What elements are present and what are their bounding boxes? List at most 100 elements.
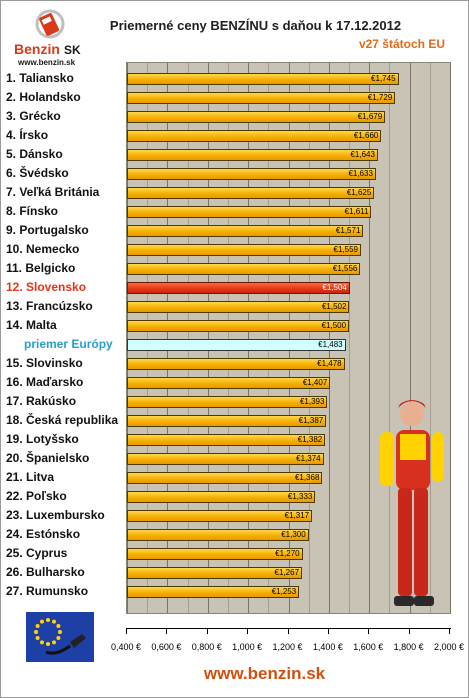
bar bbox=[127, 92, 396, 104]
bar-value-label: €1,387 bbox=[298, 416, 324, 425]
gridline-minor bbox=[227, 63, 229, 613]
bar bbox=[127, 567, 303, 579]
category-label: 20. Španielsko bbox=[6, 451, 90, 465]
x-tick-label: 1,200 € bbox=[272, 642, 303, 652]
bar bbox=[127, 168, 376, 180]
category-label: 26. Bulharsko bbox=[6, 565, 85, 579]
mechanic-figure bbox=[380, 400, 444, 606]
category-label: 16. Maďarsko bbox=[6, 375, 84, 389]
category-label: 17. Rakúsko bbox=[6, 394, 77, 408]
x-tick-label: 0,600 € bbox=[151, 642, 182, 652]
category-label: 25. Cyprus bbox=[6, 546, 68, 560]
bar bbox=[127, 510, 313, 522]
chart-title-text: Priemerné ceny BENZÍNU s daňou k 17.12.2… bbox=[109, 18, 402, 33]
category-label: 9. Portugalsko bbox=[6, 223, 89, 237]
tick-mark bbox=[408, 628, 410, 634]
x-tick-label: 0,400 € bbox=[110, 642, 142, 652]
category-label: 13. Francúzsko bbox=[6, 299, 93, 313]
x-tick-label: 1,600 € bbox=[353, 642, 384, 652]
category-label: 15. Slovinsko bbox=[6, 356, 83, 370]
eu-flag-nozzle-icon bbox=[26, 612, 94, 662]
eu-star-icon bbox=[56, 636, 61, 640]
gridline bbox=[207, 63, 209, 613]
x-tick-label: 1,800 € bbox=[393, 642, 424, 652]
bar bbox=[127, 263, 361, 275]
gridline bbox=[328, 63, 330, 613]
bar-value-label: €1,571 bbox=[335, 226, 361, 235]
gridline bbox=[288, 63, 290, 613]
bar-value-label: €1,407 bbox=[302, 378, 328, 387]
category-label: 27. Rumunsko bbox=[6, 584, 89, 598]
gridline-minor bbox=[389, 63, 391, 613]
category-label: priemer Európy bbox=[24, 337, 113, 351]
category-label: 11. Belgicko bbox=[6, 261, 76, 275]
eu-star-icon bbox=[46, 642, 50, 646]
logo-url: www.benzin.sk bbox=[17, 58, 76, 67]
bar bbox=[127, 415, 327, 427]
chart-title: Priemerné ceny BENZÍNU s daňou k 17.12.2… bbox=[0, 18, 469, 33]
logo-brand: Benzin bbox=[14, 41, 60, 57]
bar-value-label: €1,633 bbox=[348, 169, 373, 178]
fuel-pump-icon bbox=[35, 9, 65, 39]
category-label: 10. Nemecko bbox=[6, 242, 80, 256]
bar bbox=[127, 73, 399, 85]
bar-highlight bbox=[127, 282, 350, 294]
bar bbox=[127, 111, 386, 123]
eu-star-icon bbox=[40, 619, 44, 624]
bar-value-label: €1,270 bbox=[275, 549, 300, 558]
plot-area: €1,745 €1,729 €1,679 €1,660 €1,643 €1,633 €1,6… bbox=[126, 62, 451, 614]
bar-value-label: €1,611 bbox=[344, 207, 369, 216]
bar bbox=[127, 586, 300, 598]
gridline-minor bbox=[308, 63, 310, 613]
gridline-minor bbox=[268, 63, 270, 613]
category-label: 23. Luxembursko bbox=[6, 508, 105, 522]
bar-value-label: €1,625 bbox=[346, 188, 372, 197]
eu-star-icon bbox=[52, 640, 56, 645]
bar bbox=[127, 301, 350, 313]
eu-star-icon bbox=[58, 630, 62, 634]
category-label: 21. Litva bbox=[6, 470, 55, 484]
eu-star-icon bbox=[35, 636, 40, 640]
eu-star-icon bbox=[56, 624, 61, 628]
bar-value-label: €1,660 bbox=[353, 131, 379, 140]
bar-value-label: €1,317 bbox=[284, 511, 310, 520]
category-label: 4. Írsko bbox=[6, 128, 49, 142]
category-label: 7. Veľká Británia bbox=[6, 185, 100, 199]
bar-value-label: €1,478 bbox=[317, 359, 342, 368]
bar bbox=[127, 529, 309, 541]
gridline bbox=[248, 63, 250, 613]
eu-star-icon bbox=[40, 640, 44, 645]
gridline bbox=[450, 63, 451, 613]
gridline-minor bbox=[147, 63, 149, 613]
bar-value-label: €1,267 bbox=[274, 568, 300, 577]
x-tick-label: 1,000 € bbox=[232, 642, 263, 652]
bar bbox=[127, 149, 378, 161]
gridline-minor bbox=[349, 63, 351, 613]
bar-value-label: €1,504 bbox=[322, 283, 347, 292]
bar bbox=[127, 225, 364, 237]
tick-mark bbox=[287, 628, 289, 634]
gridline bbox=[127, 63, 128, 613]
tick-mark bbox=[327, 628, 329, 634]
gridline-minor bbox=[187, 63, 189, 613]
bar-value-label: €1,745 bbox=[371, 74, 396, 83]
bar-value-label: €1,556 bbox=[332, 264, 358, 273]
x-tick-label: 2,000 € bbox=[433, 642, 465, 652]
bar-value-label: €1,368 bbox=[294, 473, 320, 482]
bar bbox=[127, 206, 372, 218]
bar-value-label: €1,300 bbox=[281, 530, 306, 539]
category-label: 6. Švédsko bbox=[6, 166, 69, 180]
bar bbox=[127, 472, 323, 484]
footer-url[interactable]: www.benzin.sk bbox=[203, 664, 326, 683]
bar-average bbox=[127, 339, 346, 351]
logo-brand-suffix: SK bbox=[64, 43, 81, 57]
tick-mark bbox=[206, 628, 208, 634]
eu-star-icon bbox=[52, 619, 56, 624]
x-tick-label: 1,400 € bbox=[312, 642, 343, 652]
gridline bbox=[167, 63, 169, 613]
bar bbox=[127, 130, 382, 142]
bar bbox=[127, 396, 328, 408]
category-label: 3. Grécko bbox=[6, 109, 61, 123]
bar bbox=[127, 187, 375, 199]
bar-value-label: €1,393 bbox=[299, 397, 325, 406]
